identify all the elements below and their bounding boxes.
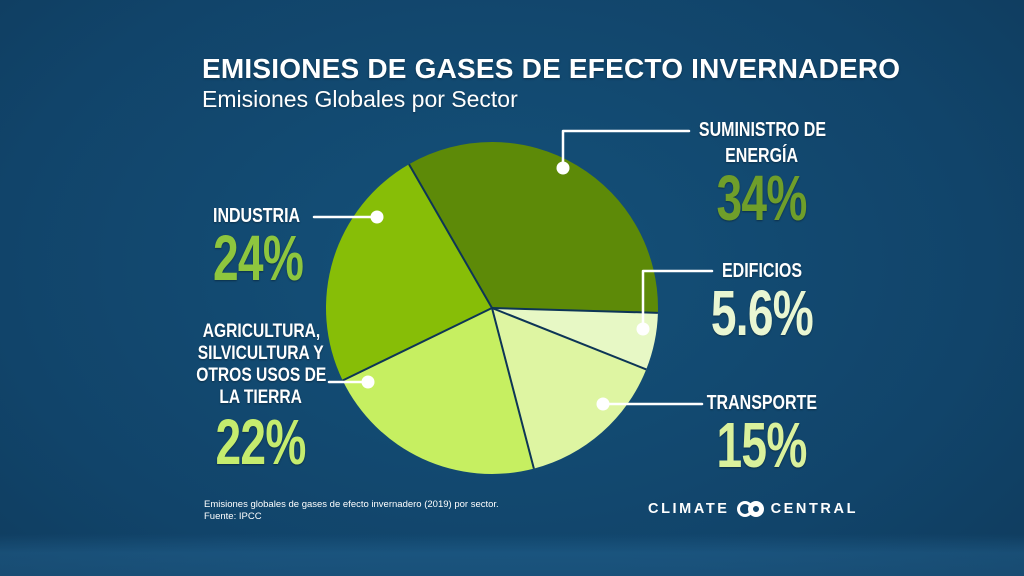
slice-value: 5.6% [652,277,872,349]
slice-divider-line [491,307,647,371]
interlocking-rings-icon [736,501,764,517]
callout-dot-transporte [596,397,610,411]
slice-label: OTROS USOS DE [156,364,366,386]
slice-label-line: SUMINISTRO DE [698,119,826,141]
callout-dot-suministro-de-energia [556,161,570,175]
callout-suministro-de-energia: SUMINISTRO DE ENERGÍA 34% [652,117,872,234]
callout-agricultura: AGRICULTURA, SILVICULTURA Y OTROS USOS D… [156,320,366,478]
slice-value: 34% [652,162,872,234]
pie-slice-transporte [492,308,647,469]
slice-value: 15% [652,409,872,481]
slice-divider-line [408,163,493,309]
callout-leader-line-edificios [641,269,714,331]
brand-word-central: CENTRAL [770,501,859,517]
callout-leader-line-suministro-de-energia [561,129,691,170]
slice-value: 22% [156,406,366,478]
slice-label: TRANSPORTE [652,390,872,416]
page-subtitle: Emisiones Globales por Sector [202,86,518,112]
slice-divider-line [491,307,535,469]
slice-label-line: LA TIERRA [219,386,303,408]
callout-industria: INDUSTRIA 24% [213,203,338,294]
callout-transporte: TRANSPORTE 15% [652,390,872,481]
pie-slice-edificios [492,308,658,370]
callout-dot-industria [370,210,384,224]
ring-right-icon [747,501,764,517]
slice-value-text: 22% [215,406,307,478]
pie-slice-industria [325,164,492,381]
brand-word-climate: CLIMATE [648,501,730,517]
slice-value-text: 15% [716,409,808,481]
slice-label: SUMINISTRO DE [652,117,872,143]
slice-label-line: TRANSPORTE [706,392,818,414]
slice-divider-line [342,307,493,382]
source-note: Emisiones globales de gases de efecto in… [204,499,499,522]
callout-dot-agricultura-silvicultura-y-otros-usos-de-la-tierra [361,375,375,389]
slice-label-line: AGRICULTURA, [202,320,320,342]
source-note-line1: Emisiones globales de gases de efecto in… [204,499,499,510]
slice-label: INDUSTRIA [213,203,338,229]
callout-dot-edificios [636,322,650,336]
slice-label: EDIFICIOS [652,258,872,284]
slice-value-text: 24% [213,222,304,294]
slice-label: LA TIERRA [156,386,366,408]
source-note-line2: Fuente: IPCC [204,510,262,522]
slice-label-line: ENERGÍA [725,145,799,167]
slice-divider-line [491,307,658,314]
slice-label-line: OTROS USOS DE [195,364,327,386]
slice-label-line: SILVICULTURA Y [198,342,324,364]
slice-label-line: INDUSTRIA [213,205,301,227]
slice-value: 24% [213,222,338,294]
slice-label: SILVICULTURA Y [156,342,366,364]
header: EMISIONES DE GASES DE EFECTO INVERNADERO… [202,53,900,112]
slice-value-text: 34% [716,162,808,234]
slice-label-line: EDIFICIOS [721,260,802,282]
slice-value-text: 5.6% [710,277,814,349]
climate-central-logo: CLIMATE CENTRAL [648,501,858,517]
page-title: EMISIONES DE GASES DE EFECTO INVERNADERO [202,53,901,84]
callout-edificios: EDIFICIOS 5.6% [652,258,872,349]
pie-slice-agricultura-silvicultura-y-otros-usos-de-la-tierra [342,308,534,475]
slice-label: AGRICULTURA, [156,320,366,342]
slice-label: ENERGÍA [652,143,872,169]
